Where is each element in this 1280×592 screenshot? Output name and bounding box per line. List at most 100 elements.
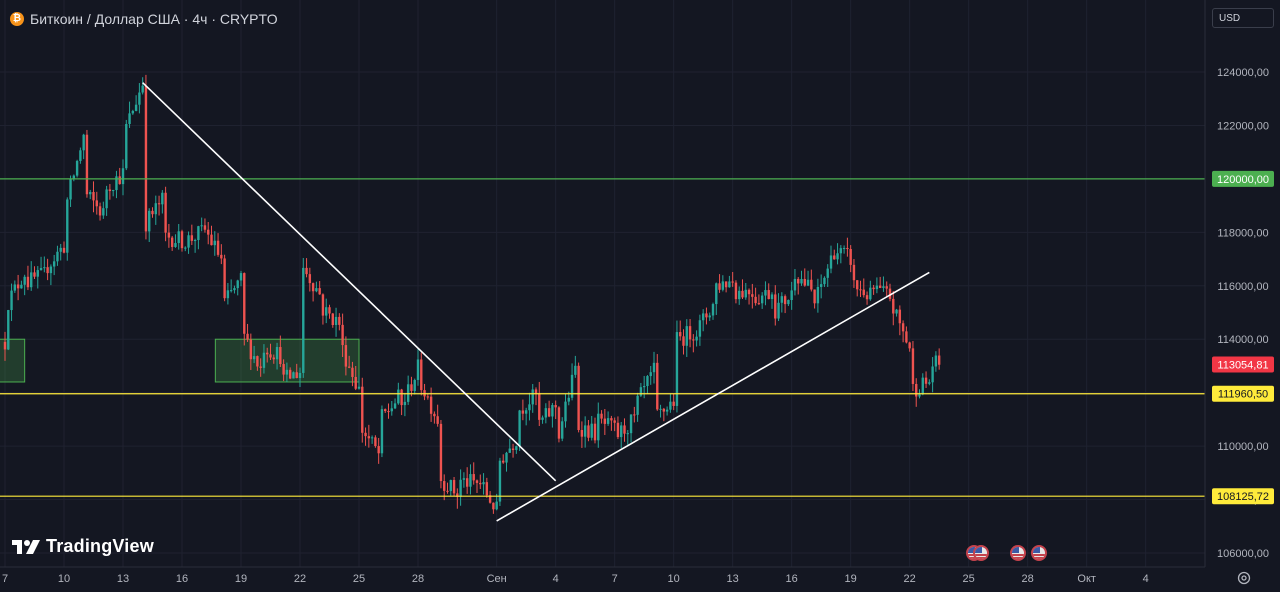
last-price-tag: 113054,81 — [1217, 359, 1268, 371]
candle-body — [715, 283, 718, 305]
candle-body — [813, 289, 816, 304]
candle-body — [859, 289, 862, 291]
candle-body — [315, 288, 318, 292]
level-price-tag-bg — [1212, 170, 1274, 187]
candle-body — [724, 281, 728, 288]
candle-body — [298, 372, 302, 379]
time-tick-label: 19 — [235, 573, 247, 585]
candle-body — [59, 247, 62, 252]
level-price-tag: 120000,00 — [1217, 174, 1269, 186]
candle-body — [79, 150, 82, 161]
candle-body — [878, 285, 882, 288]
candle-body — [846, 247, 849, 249]
candle-body — [62, 247, 66, 253]
candle-body — [544, 408, 548, 418]
bitcoin-icon: ₿ — [10, 12, 24, 26]
candle-body — [118, 176, 121, 185]
candle-body — [518, 410, 521, 447]
candle-body — [259, 366, 262, 368]
candle-body — [167, 232, 171, 238]
candle-body — [443, 481, 446, 491]
candle-body — [692, 339, 695, 341]
candle-body — [157, 203, 161, 205]
candle-body — [465, 478, 469, 487]
time-tick-label: 4 — [1143, 573, 1149, 585]
candle-body — [888, 288, 892, 299]
candle-body — [931, 366, 934, 383]
candle-body — [551, 405, 554, 417]
candle-body — [170, 237, 174, 247]
candle-body — [711, 304, 715, 316]
candle-body — [741, 290, 744, 298]
candle-body — [69, 179, 72, 200]
candle-body — [744, 289, 747, 298]
us-flag-event-icon[interactable] — [1010, 545, 1026, 561]
symbol-title[interactable]: Биткоин / Доллар США · 4ч · CRYPTO — [30, 11, 278, 27]
candle-body — [148, 210, 151, 232]
candle-body — [600, 413, 603, 419]
candle-body — [708, 315, 711, 318]
candle-body — [800, 278, 803, 284]
price-tick-label: 124000,00 — [1217, 67, 1269, 79]
candle-body — [95, 200, 98, 207]
candle-body — [695, 336, 698, 341]
candle-body — [325, 307, 328, 316]
tradingview-logo[interactable]: TradingView — [12, 536, 154, 557]
candle-body — [46, 267, 49, 274]
candle-body — [826, 268, 829, 278]
candle-body — [134, 104, 138, 111]
candle-body — [105, 189, 108, 209]
candle-body — [374, 437, 377, 447]
candle-body — [197, 226, 200, 241]
candle-body — [590, 423, 593, 438]
candle-body — [928, 382, 931, 384]
us-flag-event-icon[interactable] — [1031, 545, 1047, 561]
candle-body — [534, 389, 538, 394]
candle-body — [13, 284, 17, 291]
candle-body — [354, 376, 357, 389]
trend-line — [496, 271, 930, 522]
candle-body — [456, 493, 459, 497]
price-tick-label: 122000,00 — [1217, 120, 1269, 132]
currency-select[interactable]: USD — [1212, 8, 1274, 28]
candle-body — [905, 331, 908, 343]
candle-body — [718, 283, 721, 290]
candle-body — [226, 290, 230, 299]
rectangle-zone — [0, 338, 26, 383]
candle-body — [141, 85, 144, 93]
candle-body — [184, 247, 187, 249]
candle-body — [915, 383, 918, 397]
candle-body — [819, 284, 823, 287]
candle-body — [449, 480, 452, 492]
candle-body — [393, 403, 397, 409]
candle-body — [410, 384, 413, 391]
candle-body — [479, 482, 482, 485]
candle-body — [413, 379, 416, 391]
time-tick-label: 19 — [845, 573, 857, 585]
candle-body — [406, 384, 410, 402]
candle-body — [679, 332, 682, 337]
us-flag-event-icon[interactable] — [973, 545, 989, 561]
candle-body — [288, 369, 292, 379]
tradingview-logo-icon — [12, 539, 40, 554]
candle-body — [721, 281, 725, 290]
candle-body — [842, 247, 846, 249]
candle-body — [66, 199, 69, 253]
candle-body — [305, 267, 308, 275]
candle-body — [20, 284, 23, 289]
candle-body — [783, 296, 787, 305]
symbol-header: ₿ Биткоин / Доллар США · 4ч · CRYPTO — [10, 10, 278, 28]
candle-body — [577, 365, 580, 431]
candle-body — [357, 386, 361, 389]
candle-body — [23, 276, 26, 285]
candle-body — [216, 240, 220, 255]
candle-body — [567, 397, 570, 402]
candle-body — [30, 272, 33, 288]
settings-gear-icon[interactable] — [1236, 570, 1252, 586]
candle-body — [774, 294, 777, 319]
candle-body — [498, 460, 502, 502]
candle-body — [875, 285, 879, 290]
candle-body — [351, 367, 354, 377]
